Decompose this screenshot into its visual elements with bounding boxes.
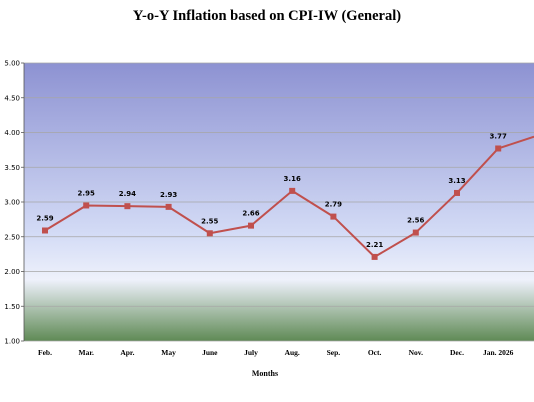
data-point — [206, 230, 213, 237]
y-tick-label: 4.00 — [4, 129, 20, 137]
chart-title: Y-o-Y Inflation based on CPI-IW (General… — [132, 8, 402, 24]
x-tick-label: Oct. — [368, 348, 382, 357]
y-tick-label: 1.50 — [4, 303, 20, 311]
data-label: 3.13 — [448, 177, 465, 185]
data-point — [289, 187, 296, 194]
x-tick-label: July — [244, 348, 258, 357]
data-point — [454, 189, 460, 196]
x-tick-label: Sep. — [327, 348, 341, 357]
x-tick-label: Mar. — [79, 348, 94, 357]
y-tick-label: 1.00 — [4, 338, 20, 346]
x-tick-label: Feb. — [38, 348, 52, 357]
data-label: 2.21 — [366, 241, 383, 249]
data-point — [83, 202, 90, 209]
y-tick-label: 5.00 — [4, 60, 20, 68]
y-tick-label: 4.50 — [4, 94, 20, 102]
data-label: 2.66 — [242, 210, 259, 218]
data-label: 2.79 — [325, 201, 342, 209]
x-tick-label: Nov. — [409, 348, 424, 357]
data-points — [42, 145, 502, 260]
data-point — [124, 203, 131, 210]
y-tick-label: 2.50 — [4, 233, 20, 241]
data-point — [330, 213, 337, 220]
data-point — [42, 227, 48, 234]
x-tick-label: Jan. 2026 — [483, 348, 514, 357]
data-point — [248, 222, 254, 229]
y-tick-label: 2.00 — [4, 268, 20, 276]
x-tick-label: Aug. — [285, 348, 300, 357]
x-axis-label: Months — [252, 369, 278, 378]
y-tick-label: 3.50 — [4, 164, 20, 172]
x-axis: Feb. Mar. Apr. May June July Aug. Sep. Oct. Nov. D… — [38, 348, 514, 357]
x-tick-label: May — [161, 348, 176, 357]
data-label: 2.55 — [201, 217, 218, 225]
x-tick-label: June — [202, 348, 218, 357]
data-point — [371, 253, 378, 260]
x-tick-label: Apr. — [120, 348, 134, 357]
data-point — [495, 145, 502, 152]
data-label: 2.94 — [119, 190, 136, 198]
data-label: 2.59 — [36, 214, 53, 222]
data-point — [165, 203, 172, 210]
data-label: 2.56 — [407, 217, 424, 225]
data-label: 3.77 — [490, 132, 507, 140]
data-label: 3.16 — [284, 175, 301, 183]
data-point — [412, 229, 419, 236]
x-tick-label: Dec. — [450, 348, 464, 357]
gridlines — [24, 62, 534, 342]
data-label: 2.95 — [78, 189, 95, 197]
data-labels: 2.59 2.95 2.94 2.93 2.55 2.66 3.16 2.79 2.21 2.56… — [36, 132, 507, 248]
data-label: 2.93 — [160, 191, 177, 199]
y-tick-label: 3.00 — [4, 199, 20, 207]
y-axis: 1.00 1.50 2.00 2.50 3.00 3.50 4.00 4.50 5.00 — [4, 60, 25, 346]
